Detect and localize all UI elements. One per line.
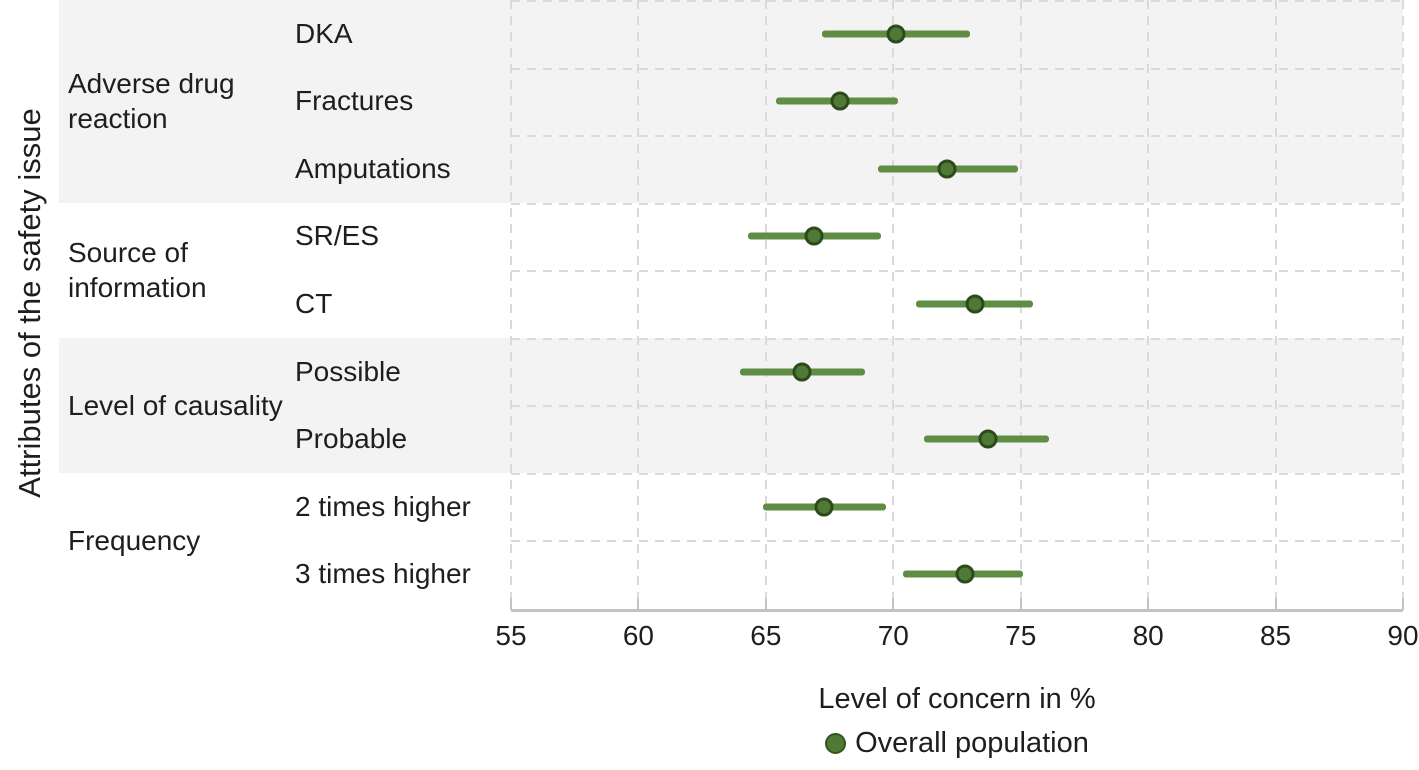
row-label: SR/ES xyxy=(295,220,380,252)
x-tick-label: 55 xyxy=(495,620,527,651)
horizontal-gridline xyxy=(511,540,1403,543)
point-marker xyxy=(814,497,834,517)
horizontal-gridline xyxy=(511,270,1403,273)
point-marker xyxy=(937,159,957,179)
legend-label: Overall population xyxy=(855,727,1089,759)
horizontal-gridline xyxy=(511,0,1403,2)
point-marker xyxy=(978,429,998,449)
x-tick-label: 75 xyxy=(1005,620,1037,651)
point-marker xyxy=(886,24,906,44)
x-axis-tick xyxy=(764,598,767,610)
x-tick-label: 80 xyxy=(1132,620,1164,651)
vertical-gridline xyxy=(637,0,640,608)
x-axis-tick xyxy=(637,598,640,610)
x-axis-tick xyxy=(1402,598,1404,610)
horizontal-gridline xyxy=(511,202,1403,205)
row-label: Fractures xyxy=(295,85,414,117)
group-band xyxy=(59,337,1403,473)
row-label: Amputations xyxy=(295,152,451,184)
vertical-gridline xyxy=(1402,0,1404,608)
x-tick-label: 70 xyxy=(877,620,909,651)
horizontal-gridline xyxy=(511,337,1403,340)
vertical-gridline xyxy=(1147,0,1150,608)
point-marker xyxy=(792,362,812,382)
row-label: Possible xyxy=(295,355,401,387)
x-axis-line xyxy=(511,609,1403,612)
row-label: 3 times higher xyxy=(295,558,471,590)
point-marker xyxy=(965,294,985,314)
x-tick-label: 60 xyxy=(622,620,654,651)
vertical-gridline xyxy=(1274,0,1277,608)
x-axis-tick xyxy=(1274,598,1277,610)
group-label: Adverse drug reaction xyxy=(68,68,235,135)
point-marker xyxy=(830,91,850,111)
row-label: 2 times higher xyxy=(295,490,471,522)
group-band xyxy=(59,0,1403,203)
group-label: Level of causality xyxy=(68,389,283,421)
horizontal-gridline xyxy=(511,405,1403,408)
vertical-gridline xyxy=(510,0,512,608)
point-marker xyxy=(955,564,975,584)
horizontal-gridline xyxy=(511,67,1403,70)
x-axis-title: Level of concern in % xyxy=(818,683,1096,715)
group-label: Source of information xyxy=(68,237,207,304)
vertical-gridline xyxy=(764,0,767,608)
legend-circle-icon xyxy=(825,733,847,754)
horizontal-gridline xyxy=(511,135,1403,138)
x-axis-tick xyxy=(1019,598,1022,610)
legend: Overall population xyxy=(511,727,1403,760)
x-tick-label: 85 xyxy=(1259,620,1292,651)
row-label: CT xyxy=(295,288,333,319)
group-label: Frequency xyxy=(68,524,201,556)
row-label: DKA xyxy=(295,17,353,49)
row-label: Probable xyxy=(295,423,408,455)
horizontal-gridline xyxy=(511,472,1403,475)
x-axis-tick xyxy=(510,598,512,610)
y-axis-title: Attributes of the safety issue xyxy=(12,108,47,498)
x-axis-tick xyxy=(1147,598,1150,610)
vertical-gridline xyxy=(892,0,895,608)
x-tick-label: 90 xyxy=(1387,620,1419,651)
x-axis-tick xyxy=(892,598,895,610)
x-tick-label: 65 xyxy=(750,620,782,651)
point-marker xyxy=(804,226,824,246)
